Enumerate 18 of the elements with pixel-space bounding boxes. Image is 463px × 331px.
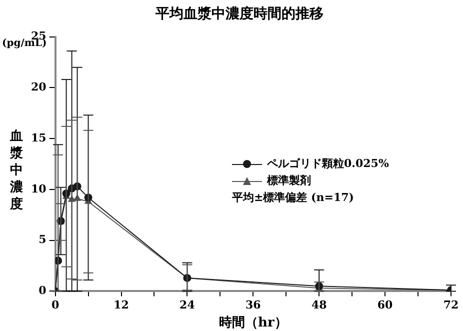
x-tick-label: 12 [114,298,129,312]
annotation: 平均±標準偏差 (n=17) [232,190,355,206]
y-tick-label: 20 [30,80,47,94]
x-tick-label: 24 [180,298,196,312]
y-tick-label: 0 [38,284,47,298]
chart-title: 平均血漿中濃度時間的推移 [154,5,324,22]
x-tick-label: 0 [51,298,60,312]
x-axis-title: 時間（hr） [219,316,288,331]
y-tick-label: 10 [30,182,47,196]
x-tick-label: 36 [246,298,262,312]
legend-label: ペルゴリド顆粒0.025% [267,156,389,171]
legend-label: 標準製剤 [267,173,311,188]
y-tick-label: 5 [38,233,46,246]
x-tick-label: 48 [311,298,328,312]
y-tick-label: 15 [30,131,46,144]
x-tick-label: 60 [377,298,394,312]
y-axis-title: 血漿中濃度 [10,128,24,213]
x-tick-label: 72 [443,298,459,312]
